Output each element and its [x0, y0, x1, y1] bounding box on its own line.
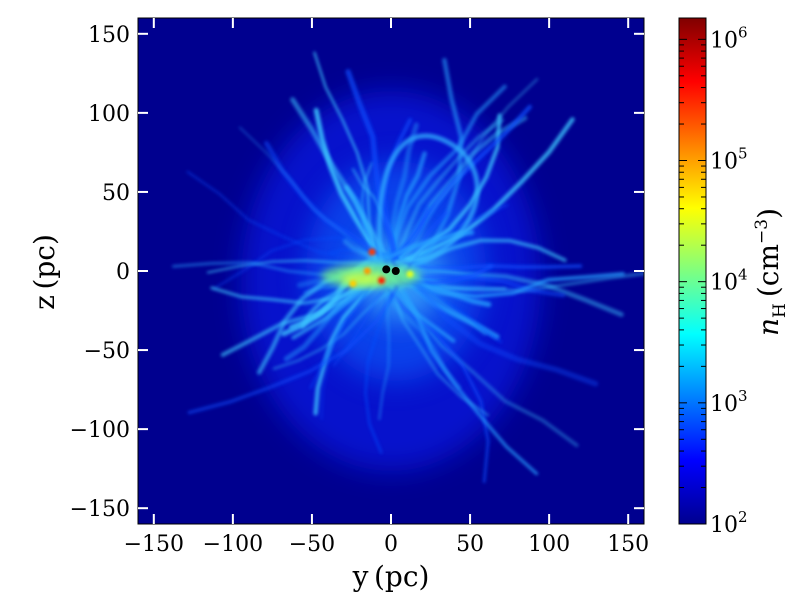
dense-clump — [349, 280, 357, 288]
sink-markers — [382, 265, 400, 275]
sink-particle-marker — [391, 267, 400, 275]
x-tick-label: −100 — [203, 532, 263, 557]
filament — [398, 113, 502, 272]
colorbar-tick-label: 103 — [710, 387, 748, 417]
x-tick-label: −50 — [289, 532, 335, 557]
filament — [186, 170, 398, 261]
gas-filaments — [171, 51, 644, 484]
filament — [395, 258, 583, 270]
filament — [388, 256, 599, 387]
filament — [272, 284, 406, 370]
y-tick-label: 0 — [116, 260, 130, 285]
filament — [373, 230, 475, 265]
colorbar-label-exponent: −3 — [752, 219, 772, 244]
x-tick-label: 50 — [456, 532, 484, 557]
plot-axes — [137, 17, 645, 525]
dense-clump — [406, 270, 414, 278]
filament — [401, 272, 625, 299]
colorbar-label-close: ) — [752, 208, 785, 219]
x-tick-label: −150 — [124, 532, 184, 557]
colorbar-gradient — [678, 17, 707, 525]
colorbar-label-unit: (cm — [752, 244, 785, 297]
colorbar-tick-label: 105 — [710, 145, 748, 175]
filament — [187, 282, 400, 415]
y-tick-label: 50 — [102, 181, 130, 206]
colorbar-label-symbol: n — [752, 318, 785, 336]
x-axis-label: y (pc) — [352, 560, 430, 593]
dense-clump — [368, 248, 376, 256]
x-tick-labels: −150 −100 −50 0 50 100 150 — [124, 532, 650, 557]
x-tick-label: 100 — [528, 532, 570, 557]
y-tick-label: −150 — [70, 497, 130, 522]
filament — [206, 259, 406, 274]
x-tick-label: 0 — [384, 532, 398, 557]
colorbar-label-subscript: H — [770, 303, 790, 318]
filament — [345, 69, 400, 278]
colorbar-tick-label: 106 — [710, 23, 748, 53]
filament — [378, 275, 490, 484]
gas-loop — [377, 133, 480, 269]
filament — [313, 278, 382, 416]
filament — [313, 107, 389, 271]
y-tick-label: 100 — [88, 102, 130, 127]
y-tick-label: −50 — [84, 339, 130, 364]
filament — [394, 276, 539, 476]
colorbar-label: nH (cm−3) — [752, 208, 790, 336]
filament — [396, 118, 505, 262]
y-tick-label: 150 — [88, 23, 130, 48]
colorbar-ticks: 102 103 104 105 106 — [679, 23, 748, 538]
x-tick-label: 150 — [607, 532, 649, 557]
density-map — [138, 18, 644, 524]
filament — [388, 254, 489, 417]
dense-clump — [378, 276, 386, 284]
sink-particle-marker — [382, 265, 391, 274]
dense-clump — [363, 267, 371, 275]
colorbar-tick-label: 104 — [710, 266, 748, 296]
dense-clumps — [349, 248, 414, 288]
y-tick-labels: −150 −100 −50 0 50 100 150 — [70, 23, 130, 522]
colorbar-tick-label: 102 — [710, 508, 748, 538]
y-tick-label: −100 — [70, 418, 130, 443]
y-axis-label: z (pc) — [28, 234, 61, 310]
colorbar: 102 103 104 105 106 nH (cm−3) — [678, 17, 790, 538]
filament — [309, 266, 378, 389]
